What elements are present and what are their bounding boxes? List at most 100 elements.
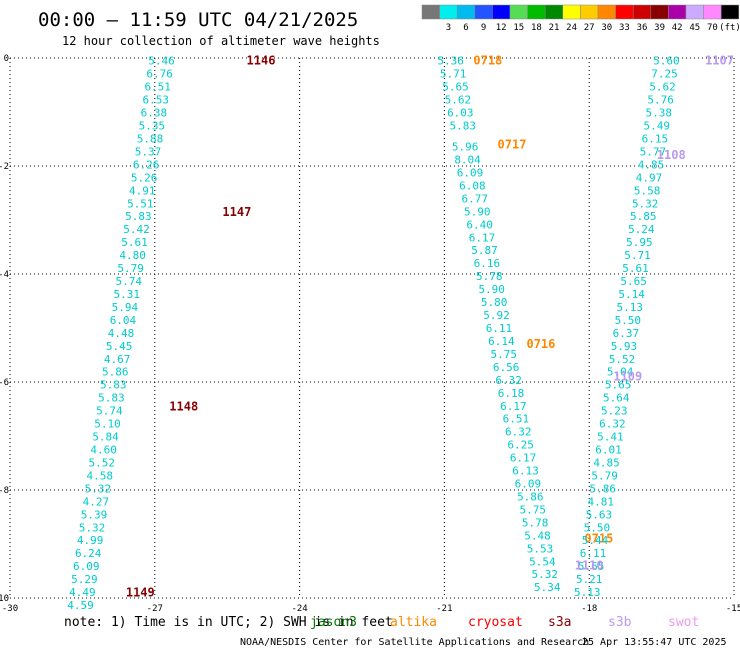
swh-value-label: 5.78 bbox=[522, 516, 549, 529]
colorbar-label: (ft) bbox=[719, 23, 740, 33]
swh-value-label: 5.61 bbox=[622, 262, 649, 275]
pass-time-label: 0718 bbox=[473, 54, 502, 68]
satellite-legend-jason3: jason3 bbox=[310, 615, 357, 630]
swh-value-label: 5.63 bbox=[586, 508, 613, 521]
colorbar-label: 18 bbox=[531, 23, 542, 33]
x-tick-label: -21 bbox=[436, 604, 452, 614]
swh-value-label: 5.29 bbox=[71, 573, 98, 586]
swh-value-label: 4.97 bbox=[636, 171, 663, 184]
swh-value-label: 5.95 bbox=[626, 236, 653, 249]
swh-value-label: 5.45 bbox=[106, 340, 133, 353]
legend-note: note: 1) Time is in UTC; 2) SWH is in fe… bbox=[64, 615, 393, 630]
swh-value-label: 5.51 bbox=[127, 197, 154, 210]
swh-value-label: 5.61 bbox=[121, 236, 148, 249]
y-tick-label: -2 bbox=[0, 162, 9, 172]
swh-value-label: 5.58 bbox=[634, 184, 661, 197]
swh-value-label: 5.79 bbox=[591, 469, 618, 482]
colorbar-label: 21 bbox=[549, 23, 560, 33]
colorbar-label: 12 bbox=[496, 23, 507, 33]
swh-value-label: 5.13 bbox=[616, 301, 643, 314]
colorbar-swatch bbox=[615, 4, 634, 20]
y-tick-label: -6 bbox=[0, 378, 9, 388]
swh-value-label: 6.37 bbox=[613, 327, 640, 340]
axis-tick-labels: -30 -27 -24 -21 -18 -15 0 -2 -4 -6 -8 -10 bbox=[0, 54, 740, 614]
swh-value-label: 5.96 bbox=[452, 141, 479, 154]
swh-value-label: 6.32 bbox=[599, 418, 626, 431]
colorbar-swatch bbox=[492, 4, 511, 20]
swh-value-label: 4.80 bbox=[119, 249, 146, 262]
swh-value-label: 6.09 bbox=[515, 478, 542, 491]
swh-value-label: 5.52 bbox=[609, 353, 636, 366]
swh-value-label: 5.71 bbox=[624, 249, 651, 262]
swh-value-label: 6.14 bbox=[488, 335, 515, 348]
swh-value-label: 5.14 bbox=[618, 288, 645, 301]
track-altika: 5.365.715.655.626.035.835.968.046.096.08… bbox=[437, 54, 613, 595]
footer-generated: 25 Apr 13:55:47 UTC 2025 bbox=[582, 637, 727, 648]
swh-value-label: 6.17 bbox=[510, 452, 537, 465]
swh-value-label: 6.76 bbox=[146, 68, 173, 81]
swh-value-label: 5.83 bbox=[449, 120, 476, 133]
swh-value-label: 5.64 bbox=[603, 392, 630, 405]
colorbar-swatch bbox=[527, 4, 546, 20]
swh-value-label: 5.86 bbox=[589, 482, 616, 495]
swh-value-label: 5.13 bbox=[574, 586, 601, 599]
x-tick-label: -27 bbox=[147, 604, 163, 614]
swh-value-label: 6.77 bbox=[462, 192, 489, 205]
swh-value-label: 5.50 bbox=[584, 521, 611, 534]
swh-value-label: 6.51 bbox=[144, 81, 171, 94]
bottom-legend: note: 1) Time is in UTC; 2) SWH is in fe… bbox=[64, 615, 699, 630]
swh-value-label: 5.87 bbox=[471, 244, 498, 257]
colorbar-label: 39 bbox=[654, 23, 665, 33]
swh-value-label: 6.09 bbox=[457, 166, 484, 179]
x-tick-label: -30 bbox=[2, 604, 18, 614]
swh-value-label: 4.49 bbox=[69, 586, 96, 599]
colorbar-label: 45 bbox=[689, 23, 700, 33]
x-tick-label: -18 bbox=[581, 604, 597, 614]
swh-value-label: 5.44 bbox=[582, 534, 609, 547]
colorbar-swatch bbox=[597, 4, 616, 20]
swh-value-label: 5.93 bbox=[611, 340, 638, 353]
colorbar-swatch bbox=[685, 4, 704, 20]
satellite-legend-cryosat: cryosat bbox=[468, 615, 523, 630]
footer-credit: NOAA/NESDIS Center for Satellite Applica… bbox=[240, 637, 589, 648]
swh-value-label: 5.26 bbox=[131, 171, 158, 184]
swh-value-label: 6.11 bbox=[486, 322, 513, 335]
swh-value-label: 5.75 bbox=[519, 503, 546, 516]
swh-value-label: 5.85 bbox=[630, 210, 657, 223]
swh-value-label: 5.83 bbox=[98, 392, 125, 405]
colorbar-label: 27 bbox=[584, 23, 595, 33]
swh-value-label: 6.18 bbox=[498, 387, 525, 400]
swh-value-label: 5.60 bbox=[653, 55, 680, 68]
colorbar-swatch bbox=[456, 4, 476, 20]
colorbar-swatch bbox=[668, 4, 687, 20]
swh-value-label: 4.81 bbox=[588, 495, 615, 508]
swh-value-label: 5.74 bbox=[115, 275, 142, 288]
colorbar-label: 42 bbox=[672, 23, 683, 33]
swh-value-label: 5.90 bbox=[464, 205, 491, 218]
swh-value-label: 5.48 bbox=[524, 529, 551, 542]
swh-value-label: 5.79 bbox=[117, 262, 144, 275]
swh-value-label: 6.16 bbox=[474, 257, 501, 270]
swh-value-label: 5.04 bbox=[607, 366, 634, 379]
colorbar-swatch bbox=[632, 4, 652, 20]
swh-value-label: 5.38 bbox=[645, 107, 672, 120]
colorbar-swatch bbox=[509, 4, 528, 20]
satellite-legend: jason3 altika cryosat s3a s3b swot bbox=[310, 615, 699, 630]
swh-value-label: 4.99 bbox=[77, 534, 104, 547]
pass-time-label: 0716 bbox=[526, 337, 555, 351]
x-tick-label: -15 bbox=[726, 604, 740, 614]
swh-value-label: 5.76 bbox=[647, 94, 674, 107]
swh-value-label: 5.32 bbox=[79, 521, 106, 534]
y-tick-label: -8 bbox=[0, 486, 9, 496]
swh-value-label: 6.08 bbox=[459, 179, 486, 192]
y-tick-label: -10 bbox=[0, 594, 9, 604]
swh-value-label: 5.37 bbox=[135, 145, 162, 158]
colorbar-swatch bbox=[703, 4, 722, 20]
swh-value-label: 5.50 bbox=[615, 314, 642, 327]
swh-value-label: 5.46 bbox=[148, 55, 175, 68]
y-tick-label: -4 bbox=[0, 270, 9, 280]
swh-value-label: 5.54 bbox=[529, 555, 556, 568]
track-s3a: 5.466.766.516.536.385.355.885.376.265.26… bbox=[67, 54, 275, 612]
swh-value-label: 5.65 bbox=[442, 81, 469, 94]
swh-value-label: 5.32 bbox=[532, 568, 559, 581]
